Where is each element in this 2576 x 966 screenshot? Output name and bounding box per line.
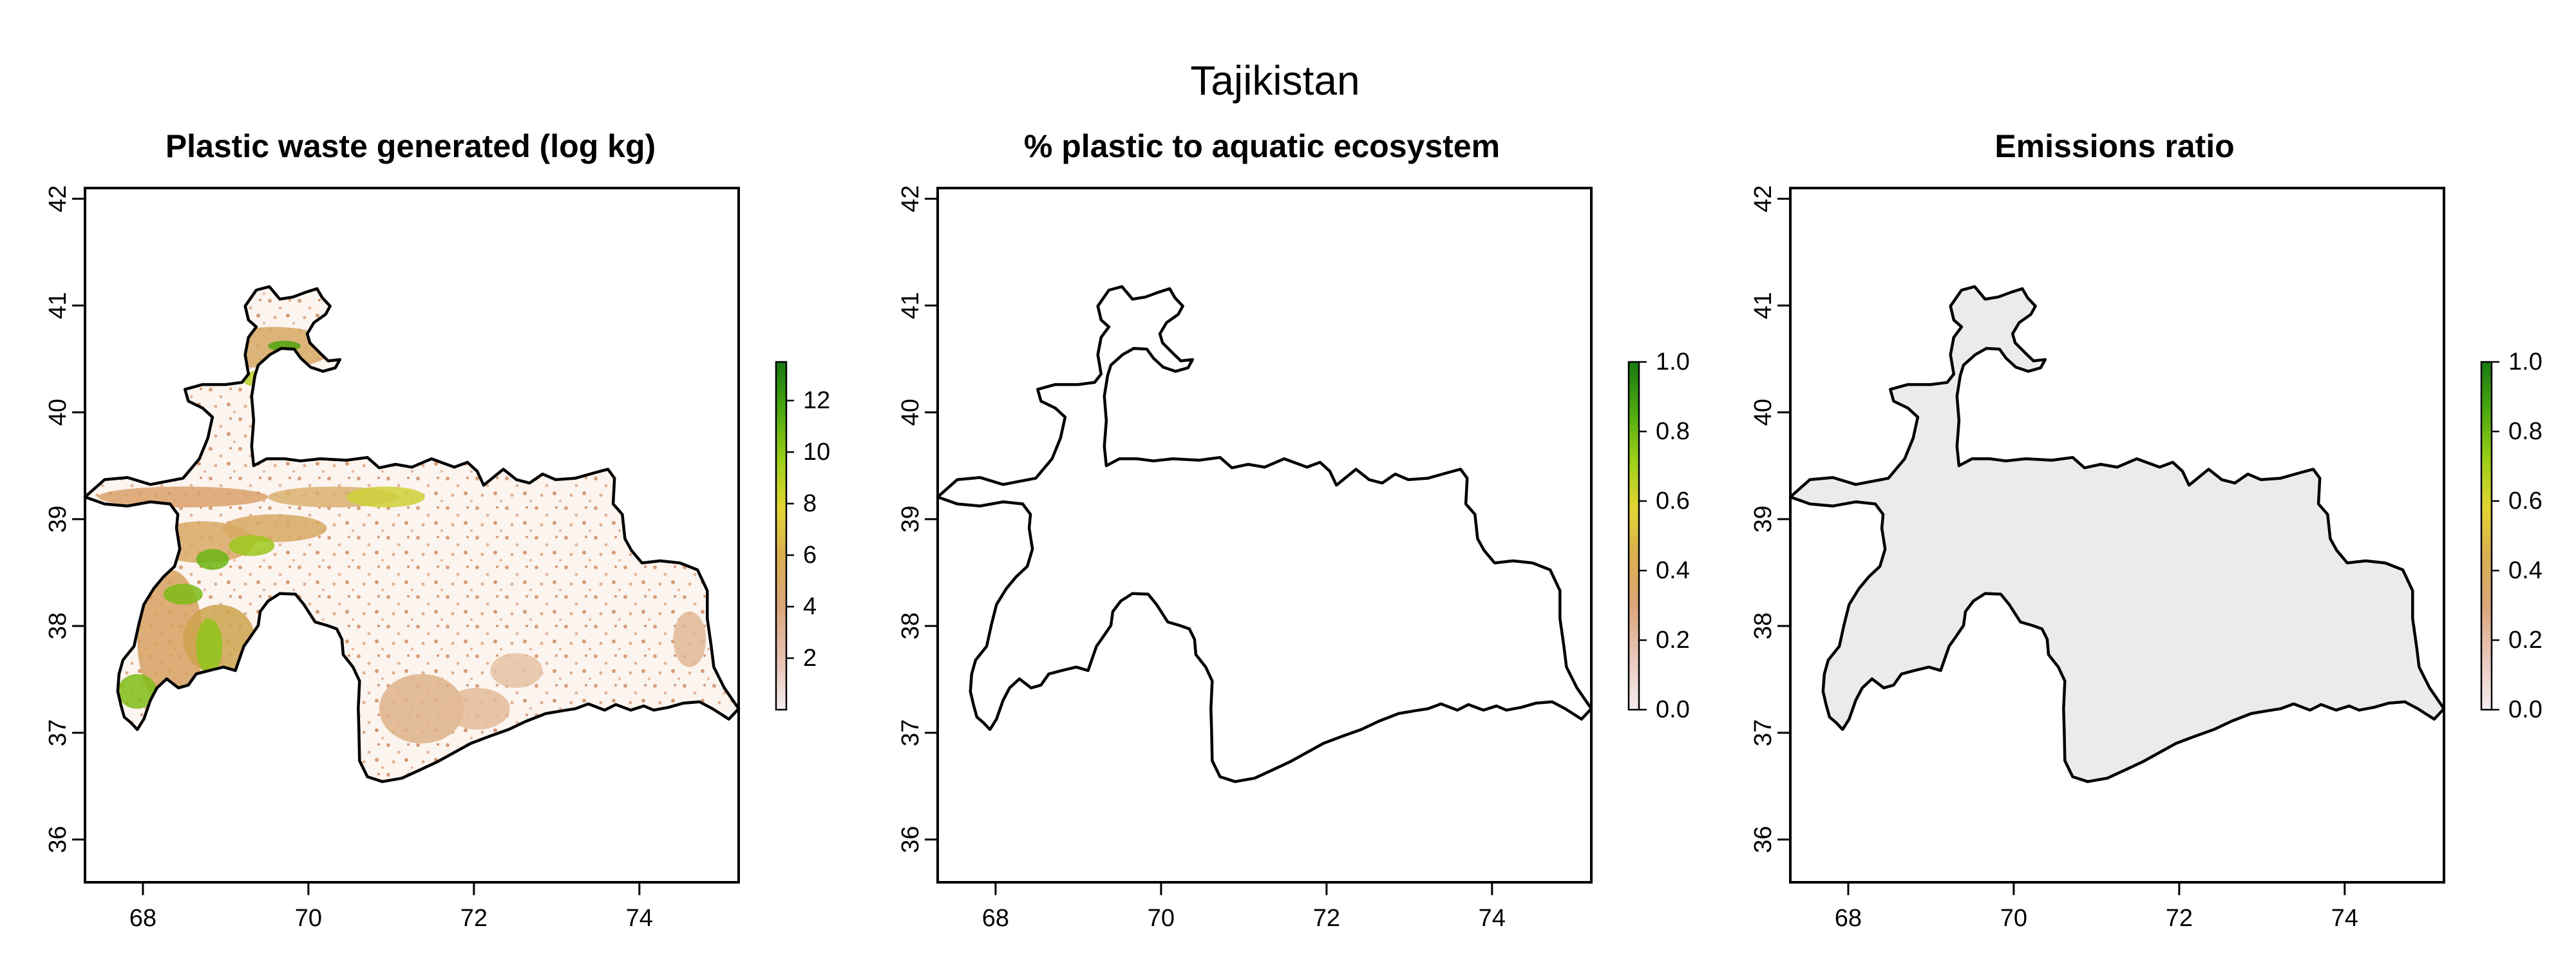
legend-tick-label: 10 <box>803 439 830 466</box>
legend-colorbar: 0.0 0.2 0.4 0.6 0.8 1.0 <box>2480 348 2543 723</box>
y-tick-label: 38 <box>1750 612 1777 639</box>
panel-title-plastic-waste: Plastic waste generated (log kg) <box>165 128 656 164</box>
raster-layer <box>98 327 706 744</box>
x-tick-label: 72 <box>1313 905 1340 932</box>
plot-frame <box>84 187 740 884</box>
x-tick-label: 72 <box>460 905 488 932</box>
y-tick-label: 40 <box>44 399 71 426</box>
panel-title-emissions-ratio: Emissions ratio <box>1994 128 2235 164</box>
x-tick-label: 70 <box>295 905 322 932</box>
country-outline <box>83 285 741 783</box>
x-tick-label: 70 <box>2000 905 2027 932</box>
legend-tick-label: 8 <box>803 490 817 517</box>
map-panel: 68 70 72 74 36 37 38 39 40 41 42 0.0 0.2 0.4 0.6 0.8 1.0 <box>1750 185 2543 932</box>
map-panel: 68 70 72 74 36 37 38 39 40 41 42 0.0 0.2 0.4 0.6 0.8 1.0 <box>897 185 1690 932</box>
y-tick-label: 42 <box>1750 185 1777 212</box>
y-tick-label: 41 <box>44 292 71 319</box>
y-tick-label: 37 <box>44 719 71 746</box>
legend-bar <box>775 361 788 711</box>
y-tick-label: 40 <box>1750 399 1777 426</box>
x-tick-label: 74 <box>626 905 653 932</box>
y-tick-label: 42 <box>44 185 71 212</box>
x-tick-label: 72 <box>2166 905 2193 932</box>
legend-tick-label: 0.8 <box>2508 418 2543 445</box>
y-tick-label: 41 <box>1750 292 1777 319</box>
legend-colorbar: 2 4 6 8 10 12 <box>775 361 830 711</box>
legend-colorbar: 0.0 0.2 0.4 0.6 0.8 1.0 <box>1627 348 1690 723</box>
legend-bar <box>1627 361 1640 711</box>
x-tick-label: 74 <box>2331 905 2358 932</box>
x-tick-label: 74 <box>1479 905 1506 932</box>
legend-bar <box>2480 361 2493 711</box>
y-tick-label: 42 <box>897 185 924 212</box>
plot-frame <box>936 187 1593 884</box>
legend-tick-label: 6 <box>803 542 817 569</box>
legend-tick-label: 1.0 <box>1656 348 1690 375</box>
panel-title-aquatic: % plastic to aquatic ecosystem <box>1023 128 1501 164</box>
country-outline <box>1788 285 2446 783</box>
y-tick-label: 37 <box>1750 719 1777 746</box>
legend-tick-label: 4 <box>803 593 817 620</box>
y-tick-label: 38 <box>44 612 71 639</box>
y-tick-label: 36 <box>897 826 924 853</box>
figure-title: Tajikistan <box>1190 57 1360 104</box>
y-tick-label: 40 <box>897 399 924 426</box>
legend-tick-label: 0.6 <box>2508 488 2543 515</box>
y-tick-label: 41 <box>897 292 924 319</box>
legend-tick-label: 0.6 <box>1656 488 1690 515</box>
y-tick-label: 39 <box>44 506 71 533</box>
x-tick-label: 68 <box>982 905 1009 932</box>
country-fill <box>1790 287 2444 782</box>
legend-tick-label: 0.8 <box>1656 418 1690 445</box>
y-tick-label: 38 <box>897 612 924 639</box>
legend-tick-label: 2 <box>803 645 817 672</box>
legend-tick-label: 12 <box>803 387 830 414</box>
legend-tick-label: 1.0 <box>2508 348 2543 375</box>
legend-tick-label: 0.0 <box>2508 696 2543 723</box>
legend-tick-label: 0.0 <box>1656 696 1690 723</box>
y-tick-label: 39 <box>897 506 924 533</box>
legend-tick-label: 0.4 <box>1656 557 1690 584</box>
x-tick-label: 68 <box>129 905 156 932</box>
x-tick-label: 68 <box>1835 905 1862 932</box>
plot-frame <box>1789 187 2445 884</box>
country-outline <box>936 285 1593 783</box>
y-tick-label: 36 <box>44 826 71 853</box>
y-tick-label: 36 <box>1750 826 1777 853</box>
x-tick-label: 70 <box>1148 905 1175 932</box>
legend-tick-label: 0.2 <box>1656 627 1690 654</box>
raster-speckle <box>85 287 739 782</box>
y-tick-label: 39 <box>1750 506 1777 533</box>
legend-tick-label: 0.2 <box>2508 627 2543 654</box>
legend-tick-label: 0.4 <box>2508 557 2543 584</box>
y-tick-label: 37 <box>897 719 924 746</box>
